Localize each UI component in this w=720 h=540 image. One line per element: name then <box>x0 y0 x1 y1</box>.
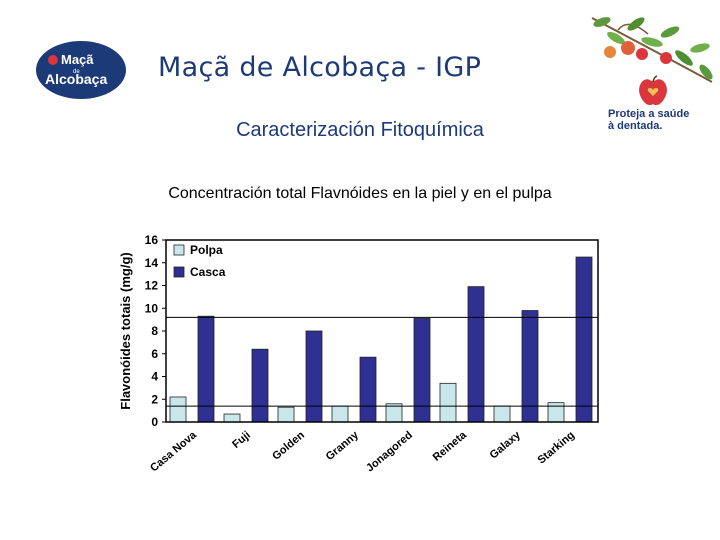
legend-swatch-casca <box>173 266 185 278</box>
y-tick-label: 8 <box>151 324 158 338</box>
bar-chart: 0 2 4 6 8 10 12 14 16 Casa Nova Fuji Golden Granny J… <box>118 233 599 475</box>
legend-label-casca: Casca <box>190 265 226 279</box>
bar-casca-granny <box>359 356 377 423</box>
bars-group <box>169 256 593 423</box>
bar-polpa-galaxy <box>493 405 511 423</box>
bar-polpa-fuji <box>223 413 241 423</box>
bar-casca-golden <box>305 330 323 423</box>
y-tick-label: 2 <box>151 392 158 406</box>
y-tick-label: 12 <box>145 279 159 293</box>
legend-label-polpa: Polpa <box>190 243 223 257</box>
tagline: Proteja a saúde à dentada. <box>608 108 708 132</box>
y-tick-label: 14 <box>145 256 159 270</box>
y-tick-label: 0 <box>151 415 158 429</box>
tagline-line-2: à dentada. <box>608 120 663 132</box>
slide-title: Maçã de Alcobaça - IGP <box>158 52 482 83</box>
apple-heart-icon <box>639 75 667 106</box>
x-category-label: Casa Nova <box>148 429 199 475</box>
y-tick-label: 16 <box>145 233 159 247</box>
slide-subtitle: Caracterización Fitoquímica <box>236 119 484 141</box>
logo-word-small: de <box>73 69 80 75</box>
legend-swatch-polpa <box>173 244 185 256</box>
y-tick-label: 4 <box>151 370 158 384</box>
y-tick-label: 10 <box>145 301 159 315</box>
apple-branch-illustration <box>591 17 713 83</box>
x-category-label: Granny <box>324 429 362 464</box>
bar-casca-fuji <box>251 348 269 423</box>
x-category-label: Fuji <box>230 429 253 451</box>
bar-polpa-golden <box>277 406 295 423</box>
x-category-label: Reineta <box>431 429 470 464</box>
legend: Polpa Casca <box>173 243 226 279</box>
y-tick-label: 6 <box>151 347 158 361</box>
x-category-label: Galaxy <box>488 429 524 462</box>
y-axis-label: Flavonóides totais (mg/g) <box>118 252 133 409</box>
reference-lines-group <box>166 316 598 407</box>
maca-alcobaca-logo: Maçã de Alcobaça <box>36 41 126 99</box>
x-category-label: Starking <box>535 429 576 466</box>
logo-word1: Maçã <box>61 52 94 67</box>
x-category-label: Jonagored <box>364 429 415 474</box>
bar-casca-starking <box>575 256 593 423</box>
logo-oval <box>36 41 126 99</box>
y-axis-ticks: 0 2 4 6 8 10 12 14 16 <box>145 233 166 429</box>
logo-word2: Alcobaça <box>45 71 107 87</box>
chart-title: Concentración total Flavnóides en la pie… <box>168 185 552 202</box>
plot-frame <box>165 239 599 423</box>
x-axis-labels: Casa Nova Fuji Golden Granny Jonagored Reinet… <box>148 429 577 475</box>
bar-casca-reineta <box>467 286 485 423</box>
bar-polpa-casa-nova <box>169 396 187 423</box>
bar-polpa-starking <box>547 402 565 423</box>
tagline-line-1: Proteja a saúde <box>608 108 690 120</box>
x-category-label: Golden <box>270 429 307 463</box>
bar-casca-galaxy <box>521 310 539 423</box>
bar-polpa-reineta <box>439 382 457 423</box>
bar-polpa-granny <box>331 405 349 423</box>
logo-apple-icon <box>48 55 58 65</box>
